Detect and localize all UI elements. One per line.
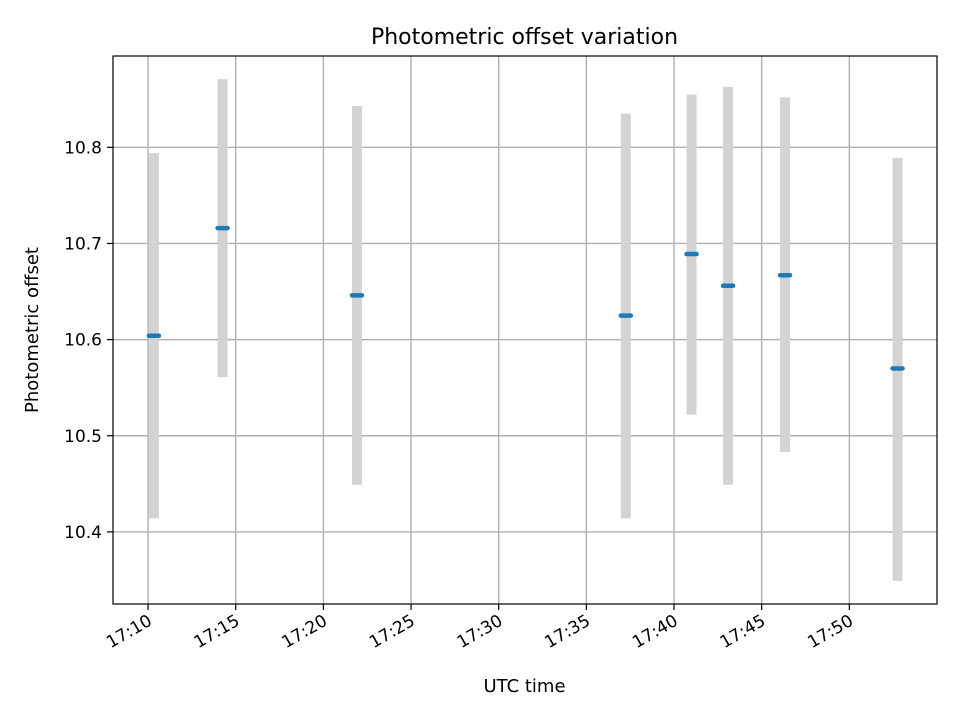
plot-frame	[112, 55, 938, 605]
y-tick-label: 10.5	[64, 427, 102, 447]
chart-title: Photometric offset variation	[371, 25, 678, 50]
y-tick-label: 10.8	[64, 138, 102, 158]
y-axis-ticks: 10.4 10.5 10.6 10.7 10.8	[64, 138, 113, 543]
points	[146, 225, 905, 371]
x-axis-label: UTC time	[483, 676, 565, 697]
grid	[113, 56, 937, 604]
y-axis-label: Photometric offset	[22, 247, 43, 413]
y-tick-label: 10.6	[64, 331, 102, 351]
y-tick-label: 10.7	[64, 234, 102, 254]
y-tick-label: 10.4	[64, 523, 102, 543]
